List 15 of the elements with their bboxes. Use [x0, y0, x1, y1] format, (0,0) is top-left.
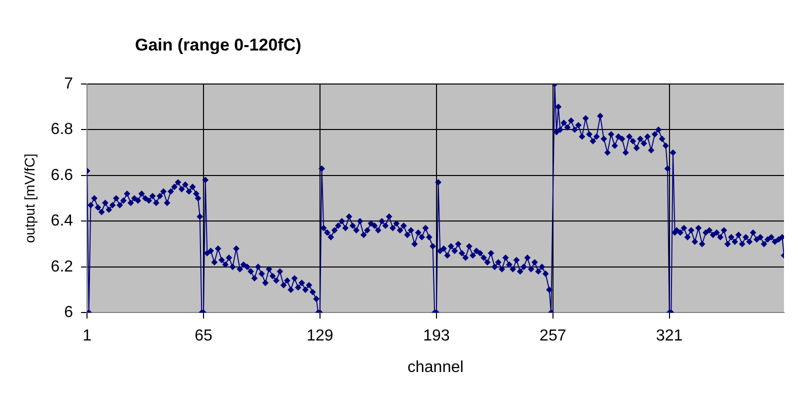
chart-title: Gain (range 0-120fC) [135, 36, 302, 55]
x-tick-label: 321 [656, 328, 683, 345]
x-axis-title: channel [408, 358, 464, 376]
y-tick-label: 6.2 [50, 258, 74, 276]
y-tick-label: 6 [64, 304, 74, 322]
y-tick-label: 6.6 [50, 166, 74, 184]
x-tick-label: 193 [423, 328, 450, 345]
x-tick-label: 257 [540, 328, 566, 345]
y-tick-label: 7 [64, 75, 74, 92]
x-tick-label: 65 [194, 328, 213, 345]
y-tick-label: 6.4 [50, 212, 74, 230]
y-axis-title: output [mV/fC] [21, 154, 38, 244]
y-tick-label: 6.8 [50, 121, 74, 138]
x-tick-label: 1 [82, 328, 92, 345]
x-tick-label: 129 [306, 328, 334, 345]
